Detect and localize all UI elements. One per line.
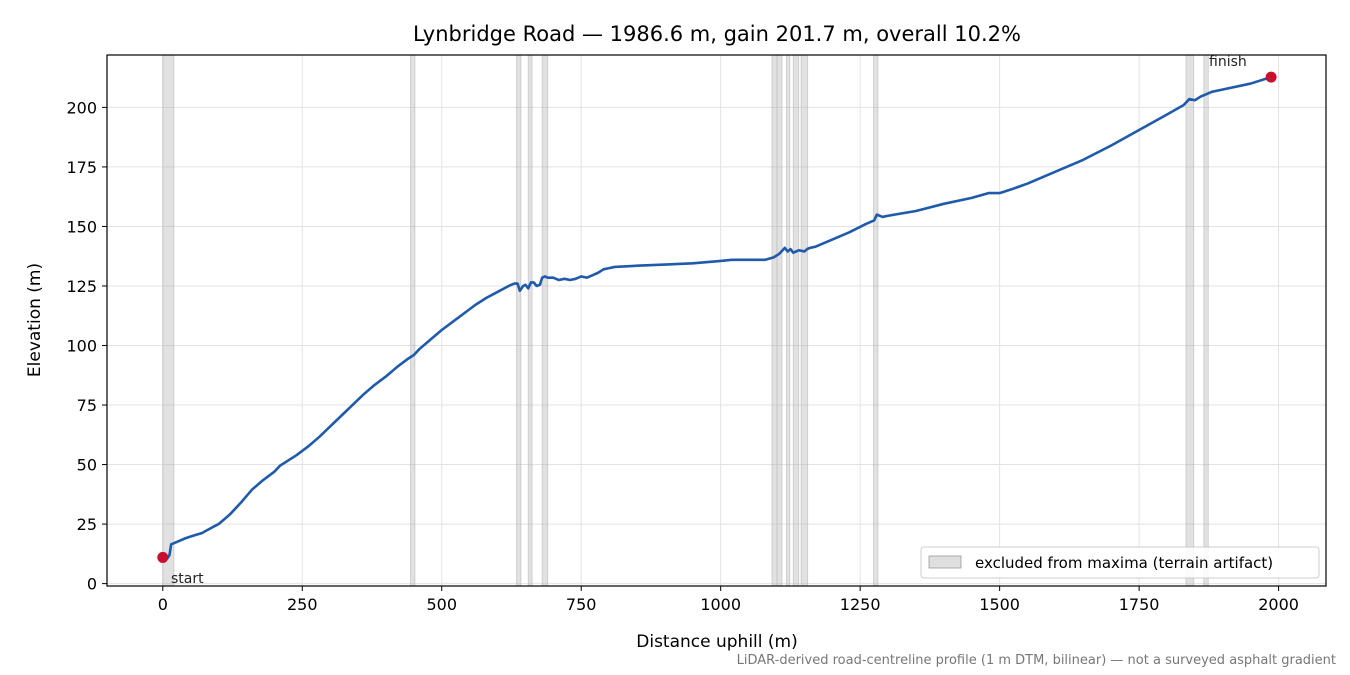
excluded-band bbox=[777, 54, 783, 587]
x-tick-label: 500 bbox=[426, 595, 457, 614]
excluded-band bbox=[1185, 54, 1195, 587]
finish-label: finish bbox=[1209, 54, 1247, 70]
elevation-line bbox=[161, 75, 1273, 560]
x-tick-label: 0 bbox=[158, 595, 168, 614]
x-axis-label: Distance uphill (m) bbox=[636, 632, 797, 652]
finish-marker bbox=[1265, 71, 1277, 83]
y-tick-label: 125 bbox=[66, 277, 97, 296]
x-tick-label: 250 bbox=[287, 595, 318, 614]
y-tick-label: 150 bbox=[66, 217, 97, 236]
y-axis-ticks: 0 25 50 75 100 125 150 175 200 bbox=[66, 98, 107, 594]
excluded-band bbox=[1203, 54, 1209, 587]
excluded-band bbox=[771, 54, 777, 587]
excluded-bands bbox=[162, 54, 1209, 587]
y-tick-label: 25 bbox=[77, 515, 97, 534]
legend: excluded from maxima (terrain artifact) bbox=[920, 546, 1320, 579]
excluded-band bbox=[873, 54, 879, 587]
start-label: start bbox=[171, 571, 204, 587]
chart-title: Lynbridge Road — 1986.6 m, gain 201.7 m,… bbox=[413, 22, 1021, 46]
series-group bbox=[161, 75, 1273, 560]
excluded-band bbox=[516, 54, 522, 587]
legend-frame bbox=[920, 546, 1320, 579]
y-tick-label: 75 bbox=[77, 396, 97, 415]
footnote: LiDAR-derived road-centreline profile (1… bbox=[737, 653, 1336, 668]
y-tick-label: 0 bbox=[87, 575, 97, 594]
excluded-band bbox=[162, 54, 175, 587]
x-tick-label: 1750 bbox=[1119, 595, 1160, 614]
start-marker bbox=[157, 551, 169, 563]
y-tick-label: 100 bbox=[66, 337, 97, 356]
x-tick-label: 1500 bbox=[979, 595, 1020, 614]
y-tick-label: 200 bbox=[66, 98, 97, 117]
marker-group bbox=[157, 71, 1277, 563]
excluded-band bbox=[527, 54, 533, 587]
excluded-band bbox=[786, 54, 791, 587]
excluded-band bbox=[800, 54, 809, 587]
x-axis-ticks: 0 250 500 750 1000 1250 1500 1750 2000 bbox=[158, 586, 1299, 614]
legend-label: excluded from maxima (terrain artifact) bbox=[975, 554, 1273, 572]
grid-lines bbox=[107, 55, 1326, 586]
x-tick-label: 2000 bbox=[1258, 595, 1299, 614]
excluded-band bbox=[541, 54, 549, 587]
x-tick-label: 1000 bbox=[700, 595, 741, 614]
y-tick-label: 50 bbox=[77, 456, 97, 475]
y-axis-label: Elevation (m) bbox=[25, 263, 45, 377]
excluded-band bbox=[410, 54, 416, 587]
plot-frame bbox=[106, 54, 1327, 587]
x-tick-label: 750 bbox=[566, 595, 597, 614]
y-tick-label: 175 bbox=[66, 158, 97, 177]
legend-swatch bbox=[928, 555, 962, 569]
x-tick-label: 1250 bbox=[840, 595, 881, 614]
excluded-band bbox=[792, 54, 800, 587]
